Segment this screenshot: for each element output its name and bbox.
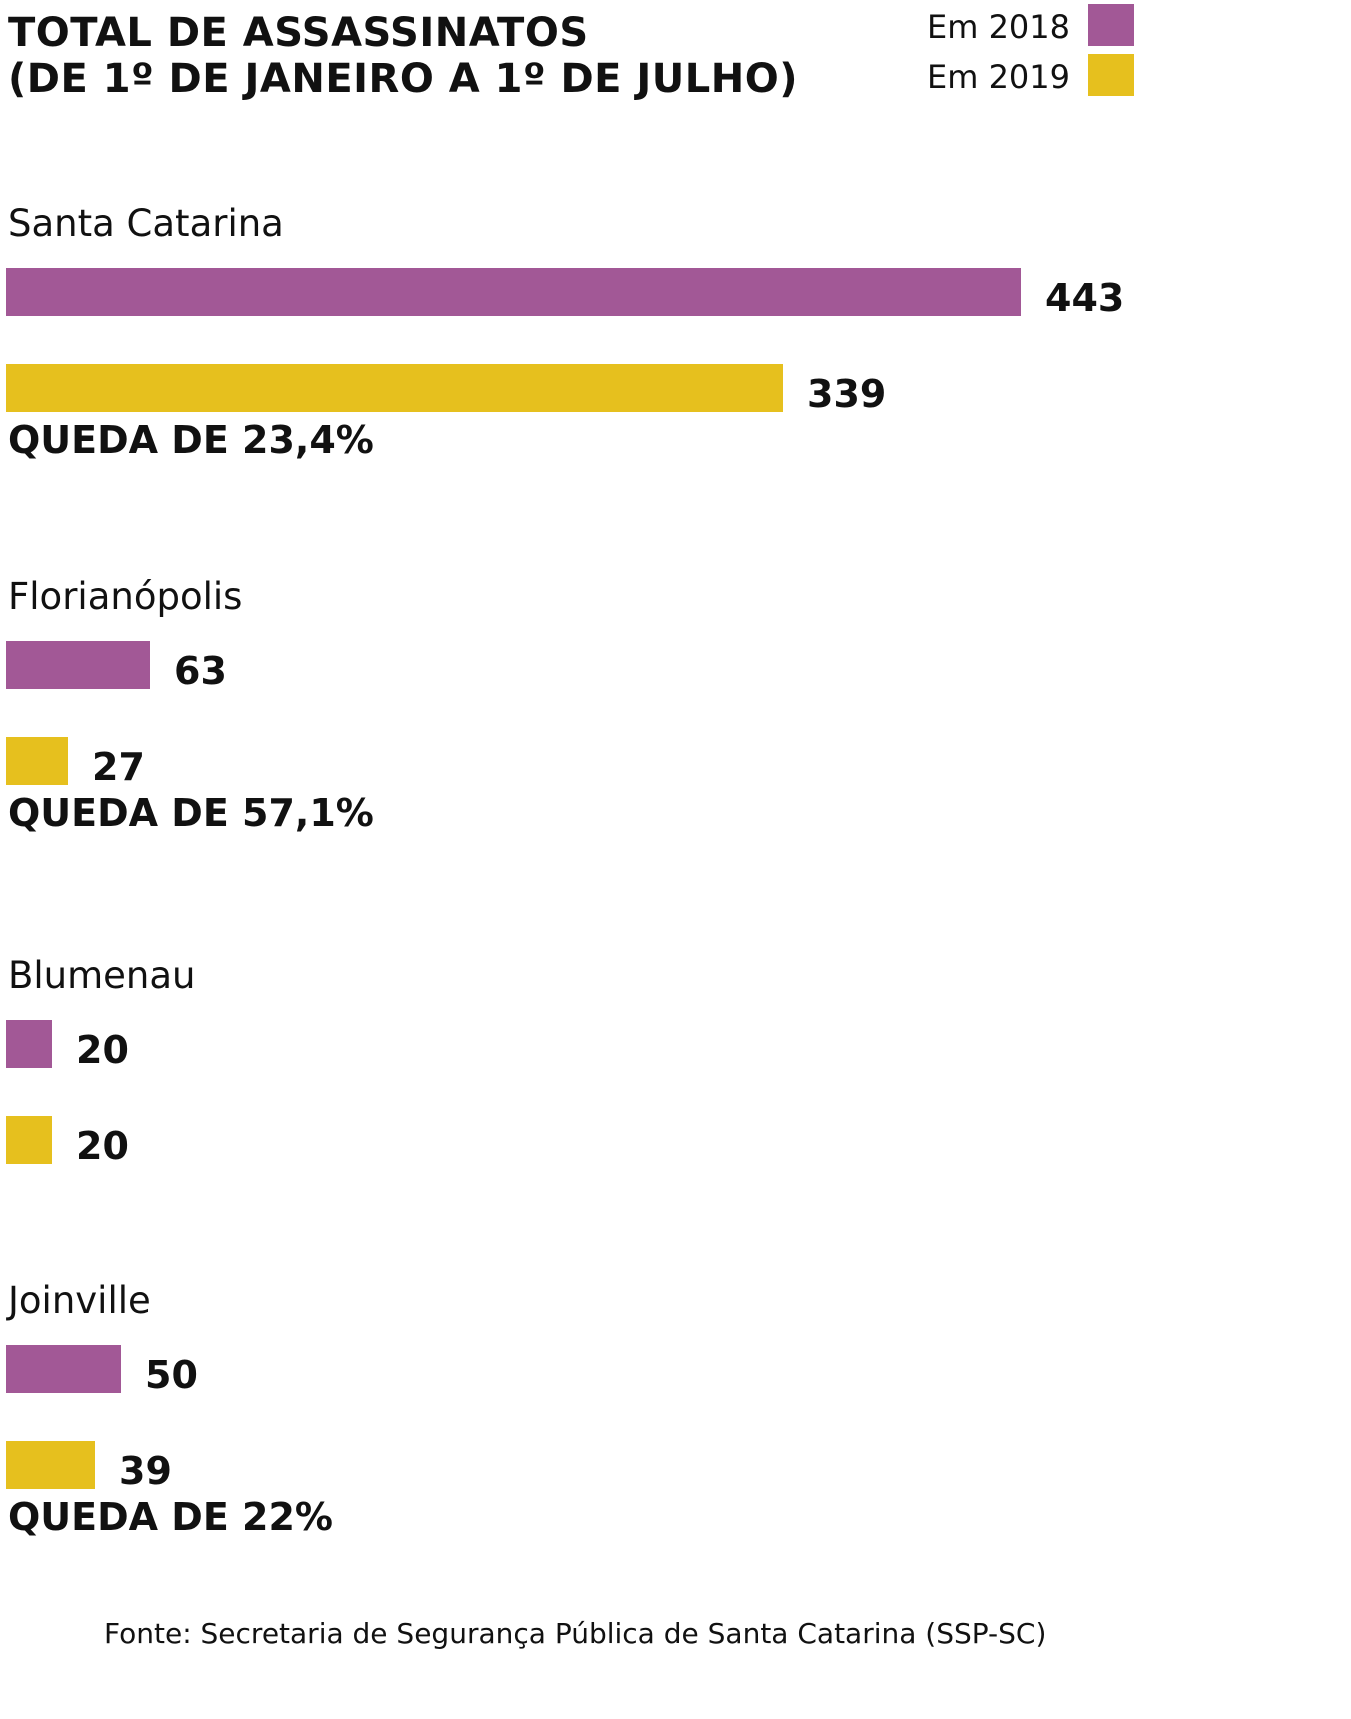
chart-title: TOTAL DE ASSASSINATOS [8, 10, 589, 56]
decline-note-florianopolis: QUEDA DE 57,1% [8, 791, 374, 835]
bar-florianopolis-2019 [6, 737, 68, 785]
decline-note-joinville: QUEDA DE 22% [8, 1495, 333, 1539]
category-label-blumenau: Blumenau [8, 954, 196, 997]
bar-blumenau-2018 [6, 1020, 52, 1068]
chart-subtitle: (DE 1º DE JANEIRO A 1º DE JULHO) [8, 56, 799, 102]
value-label-florianopolis-2018: 63 [174, 649, 227, 693]
legend-label-2018: Em 2018 [927, 8, 1070, 46]
value-label-santa-catarina-2018: 443 [1045, 276, 1125, 320]
category-label-joinville: Joinville [8, 1279, 151, 1322]
bar-joinville-2018 [6, 1345, 121, 1393]
value-label-joinville-2018: 50 [145, 1353, 198, 1397]
value-label-blumenau-2018: 20 [76, 1028, 129, 1072]
bar-joinville-2019 [6, 1441, 95, 1489]
decline-note-santa-catarina: QUEDA DE 23,4% [8, 418, 374, 462]
value-label-joinville-2019: 39 [119, 1449, 172, 1493]
bar-santa-catarina-2018 [6, 268, 1021, 316]
bar-florianopolis-2018 [6, 641, 150, 689]
category-label-santa-catarina: Santa Catarina [8, 202, 284, 245]
legend-label-2019: Em 2019 [927, 58, 1070, 96]
bar-santa-catarina-2019 [6, 364, 783, 412]
legend-swatch-2018 [1088, 4, 1134, 46]
value-label-santa-catarina-2019: 339 [807, 372, 887, 416]
value-label-blumenau-2019: 20 [76, 1124, 129, 1168]
source-note: Fonte: Secretaria de Segurança Pública d… [104, 1617, 1047, 1650]
value-label-florianopolis-2019: 27 [92, 745, 145, 789]
bar-blumenau-2019 [6, 1116, 52, 1164]
category-label-florianopolis: Florianópolis [8, 575, 243, 618]
legend-swatch-2019 [1088, 54, 1134, 96]
